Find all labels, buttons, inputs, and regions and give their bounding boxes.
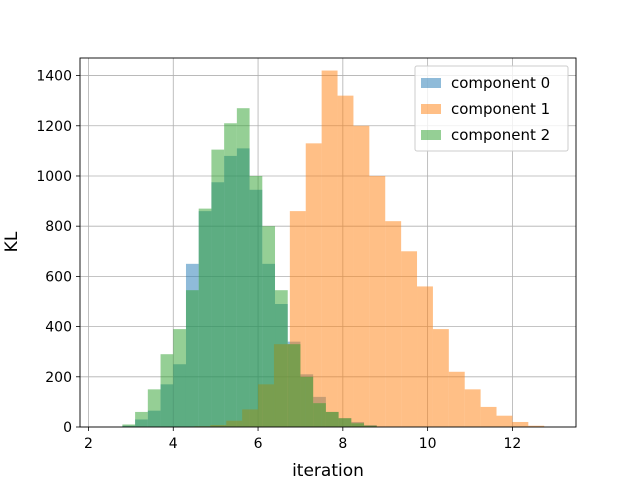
y-tick-label: 400 bbox=[45, 320, 72, 336]
x-tick-label: 10 bbox=[419, 436, 437, 452]
y-axis-ticks: 0 200 400 600 800 1000 1200 1400 bbox=[36, 69, 80, 436]
histogram-bar bbox=[313, 403, 326, 427]
x-axis-label: iteration bbox=[292, 461, 364, 480]
y-tick-label: 200 bbox=[45, 370, 72, 386]
x-tick-label: 6 bbox=[254, 436, 263, 452]
histogram-bar bbox=[236, 108, 250, 428]
histogram-bar bbox=[147, 389, 161, 427]
histogram-bar bbox=[496, 415, 513, 427]
histogram-bar bbox=[300, 376, 314, 427]
histogram-bar bbox=[262, 226, 276, 427]
legend: component 0 component 1 component 2 bbox=[414, 65, 569, 152]
histogram-bar bbox=[135, 411, 148, 427]
legend-label: component 2 bbox=[451, 126, 550, 144]
histogram-bar bbox=[325, 411, 339, 427]
histogram-bar bbox=[353, 125, 370, 427]
histogram-bar bbox=[401, 251, 418, 427]
legend-swatch bbox=[421, 104, 441, 114]
legend-swatch bbox=[421, 130, 441, 140]
histogram-bar bbox=[337, 95, 354, 427]
histogram-bar bbox=[369, 175, 386, 427]
y-tick-label: 0 bbox=[63, 420, 72, 436]
y-tick-label: 1000 bbox=[36, 169, 72, 185]
histogram-bar bbox=[321, 70, 338, 427]
y-tick-label: 800 bbox=[45, 219, 72, 235]
histogram-bar bbox=[173, 329, 186, 427]
legend-label: component 1 bbox=[451, 100, 550, 118]
histogram-bar bbox=[351, 423, 365, 427]
histogram-bar bbox=[160, 354, 174, 427]
histogram-bar bbox=[185, 290, 199, 427]
histogram-bar bbox=[364, 425, 377, 427]
legend-label: component 0 bbox=[451, 74, 550, 92]
y-tick-label: 1400 bbox=[36, 69, 72, 85]
histogram-bar bbox=[287, 344, 301, 427]
histogram-bar bbox=[211, 149, 225, 428]
histogram-bar bbox=[432, 329, 449, 427]
x-tick-label: 4 bbox=[169, 436, 178, 452]
histogram-bar bbox=[249, 175, 263, 427]
histogram-bar bbox=[464, 389, 481, 427]
y-tick-label: 600 bbox=[45, 269, 72, 285]
x-tick-label: 2 bbox=[84, 436, 93, 452]
x-tick-label: 12 bbox=[503, 436, 521, 452]
y-axis-label: KL bbox=[2, 231, 22, 252]
histogram-bar bbox=[305, 143, 322, 428]
axes-frame bbox=[79, 57, 577, 428]
histogram-bar bbox=[480, 406, 497, 427]
histogram-bar bbox=[338, 418, 352, 427]
histogram-bar bbox=[198, 208, 212, 427]
histogram-bar bbox=[224, 123, 237, 427]
histogram-bar bbox=[512, 421, 529, 427]
x-axis-ticks: 2 4 6 8 10 12 bbox=[84, 427, 521, 452]
histogram-bar bbox=[448, 371, 465, 427]
x-tick-label: 8 bbox=[338, 436, 347, 452]
legend-box bbox=[414, 65, 569, 152]
series-2 bbox=[122, 108, 377, 428]
histogram-bar bbox=[385, 221, 402, 427]
histogram-bar bbox=[417, 286, 433, 427]
legend-swatch bbox=[421, 78, 441, 88]
histogram-bar bbox=[275, 290, 288, 427]
bars bbox=[122, 70, 545, 428]
histogram-bar bbox=[528, 425, 545, 427]
y-tick-label: 1200 bbox=[36, 119, 72, 135]
histogram-bar bbox=[122, 424, 136, 427]
